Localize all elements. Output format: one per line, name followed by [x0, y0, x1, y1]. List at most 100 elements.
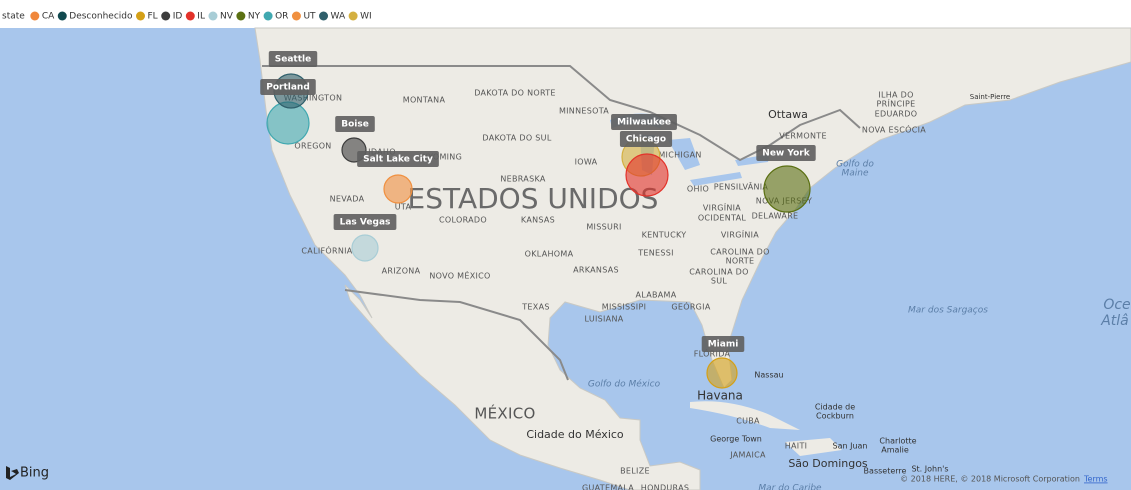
map-label: MÉXICO	[474, 404, 535, 423]
tag-background	[333, 214, 397, 230]
map-label: KANSAS	[521, 216, 555, 225]
legend-label[interactable]: WI	[360, 12, 372, 22]
bubble-tag: Las Vegas	[333, 214, 397, 230]
legend-swatch	[291, 11, 301, 21]
tag-background	[756, 145, 816, 161]
legend-label[interactable]: ID	[173, 12, 183, 22]
bubble-tag: Milwaukee	[611, 114, 677, 130]
map-label: UTA	[395, 203, 412, 212]
map-label: MINNESOTA	[559, 107, 609, 116]
map-label: Charlotte	[879, 437, 916, 446]
legend-swatch	[263, 11, 273, 21]
bing-logo: Bing	[6, 466, 49, 481]
map-label: GEÓRGIA	[671, 301, 710, 312]
map-label: Havana	[697, 389, 743, 403]
map-label: ARKANSAS	[573, 266, 619, 275]
legend-label[interactable]: NV	[220, 12, 234, 22]
map-label: CALIFÓRNIA	[301, 245, 352, 256]
bubble[interactable]	[351, 234, 379, 262]
map-label: DAKOTA DO NORTE	[474, 89, 556, 98]
bubble[interactable]	[383, 174, 413, 204]
legend-swatch	[185, 11, 195, 21]
map-label: Cidade do México	[526, 428, 624, 441]
map-label: Nassau	[754, 371, 783, 380]
map-label: LUISIANA	[584, 315, 623, 324]
tag-background	[260, 79, 316, 95]
bubble-tag: Salt Lake City	[357, 151, 439, 167]
map-label: WASHINGTON	[284, 94, 342, 103]
tag-background	[611, 114, 677, 130]
map-label: TEXAS	[521, 303, 549, 312]
map-label: CAROLINA DO	[710, 248, 770, 257]
bubble-label: Boise	[341, 120, 369, 130]
map-label: SUL	[711, 277, 728, 286]
border	[262, 65, 861, 162]
cuba	[690, 401, 800, 430]
map-label: DAKOTA DO SUL	[482, 134, 551, 143]
map-label: Amalie	[881, 446, 909, 455]
map-label: VIRGÍNIA	[721, 229, 759, 240]
map-label: COLORADO	[439, 216, 487, 225]
border	[344, 289, 569, 381]
map-label: Golfo do México	[588, 379, 661, 390]
legend-label[interactable]: WA	[331, 12, 346, 22]
legend-swatch	[208, 11, 218, 21]
map-label: PRÍNCIPE	[877, 98, 916, 109]
map-label: EDUARDO	[875, 110, 918, 119]
map-label: Atlâ	[1100, 313, 1129, 329]
legend-label[interactable]: UT	[303, 12, 316, 22]
map-label: IOWA	[575, 158, 598, 167]
map-label: HAITI	[785, 442, 808, 451]
map-label: ILHA DO	[878, 91, 913, 100]
map-label: Maine	[841, 169, 868, 179]
map-label: MONTANA	[403, 96, 446, 105]
tag-background	[357, 151, 439, 167]
legend-label[interactable]: NY	[248, 12, 261, 22]
map-label: NEBRASKA	[500, 175, 546, 184]
legend-title: state	[2, 12, 25, 22]
bubble-label: Salt Lake City	[363, 155, 433, 165]
map-label: Golfo do	[836, 160, 874, 170]
bubble-tag: Boise	[335, 116, 375, 132]
legend-label[interactable]: IL	[197, 12, 205, 22]
hispaniola	[785, 438, 842, 456]
bubble-tag: Miami	[701, 336, 745, 352]
legend-label[interactable]: FL	[148, 12, 158, 22]
map-label: JAMAICA	[729, 451, 766, 460]
map-label: GUATEMALA	[582, 484, 634, 490]
legend-label[interactable]: OR	[275, 12, 288, 22]
map-label: ARIZONA	[382, 267, 421, 276]
bubble[interactable]	[706, 357, 738, 389]
map-label: VERMONTE	[779, 132, 827, 141]
map-label: São Domingos	[788, 457, 868, 470]
map-label: Oce	[1103, 297, 1130, 313]
legend-swatch	[348, 11, 358, 21]
map-label: Mar dos Sargaços	[908, 306, 988, 316]
legend-label[interactable]: CA	[42, 12, 55, 22]
bubble[interactable]	[763, 165, 811, 213]
bubble-label: Miami	[708, 340, 739, 350]
tag-background	[619, 131, 673, 147]
map-label: MISSURI	[586, 223, 621, 232]
map-label: CUBA	[736, 417, 760, 426]
bubble-tag: New York	[756, 145, 816, 161]
bubble[interactable]	[625, 153, 669, 197]
map-label: OREGON	[294, 142, 331, 151]
tag-background	[268, 51, 318, 67]
map-label: San Juan	[833, 442, 868, 451]
map-label: BELIZE	[620, 467, 650, 476]
map-label: MICHIGAN	[658, 151, 701, 160]
bubble-label: Las Vegas	[340, 218, 391, 228]
terms-link[interactable]: Terms	[1083, 475, 1108, 484]
legend-label[interactable]: Desconhecido	[69, 12, 133, 22]
tag-background	[335, 116, 375, 132]
map-label: Basseterre	[864, 467, 907, 476]
map-label: Cidade de	[815, 403, 855, 412]
bubble-label: Seattle	[275, 55, 311, 65]
map-label: FLÓRIDA	[694, 348, 731, 359]
bing-label: Bing	[20, 466, 49, 481]
map-label: ESTADOS UNIDOS	[408, 182, 659, 215]
map-label: NOVA ESCÓCIA	[862, 124, 926, 135]
legend-swatch	[57, 11, 67, 21]
